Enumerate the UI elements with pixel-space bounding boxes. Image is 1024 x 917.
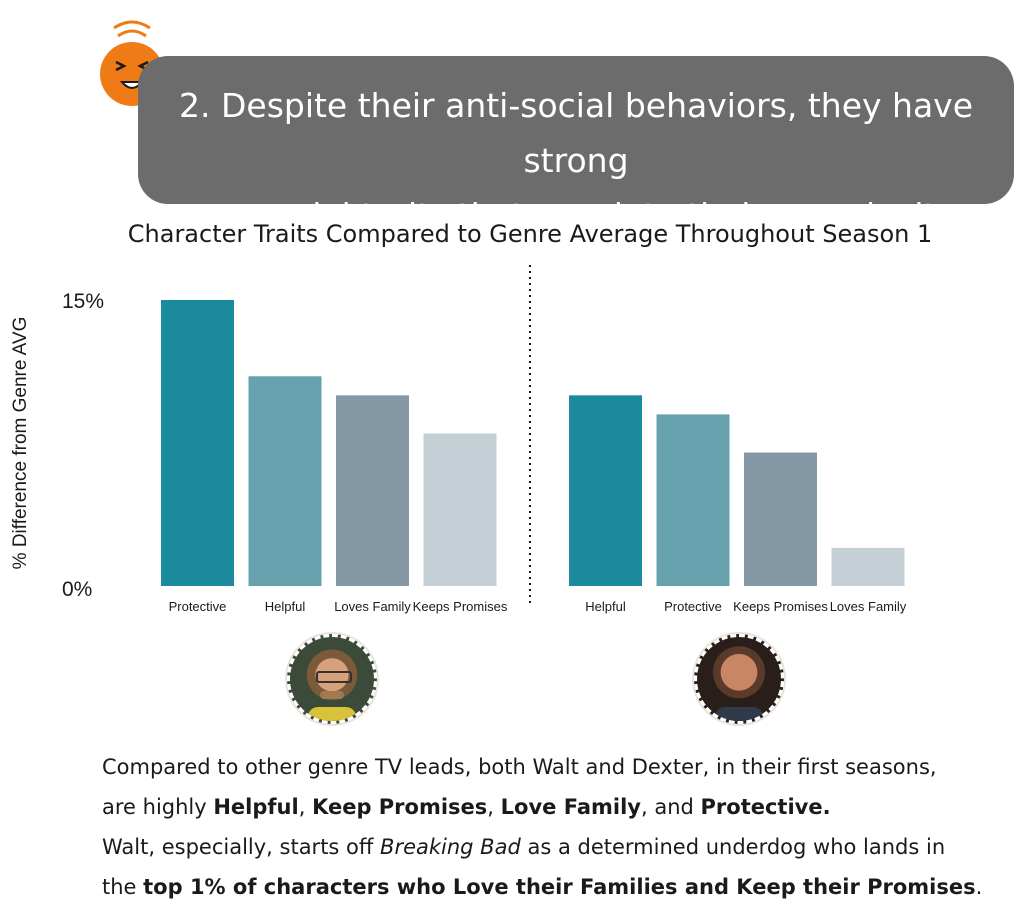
x-tick-label: Loves Family	[334, 599, 411, 614]
x-tick-label: Helpful	[585, 599, 626, 614]
bar-dexter-keeps-promises	[744, 452, 817, 586]
chart-title: Character Traits Compared to Genre Avera…	[127, 220, 933, 248]
bar-walt-loves-family	[336, 395, 409, 586]
y-axis-label: % Difference from Genre AVG	[10, 317, 31, 570]
x-tick-label: Helpful	[265, 599, 306, 614]
x-tick-label: Protective	[664, 599, 722, 614]
walt-portrait	[287, 634, 377, 724]
bar-dexter-protective	[656, 414, 730, 586]
bar-dexter-helpful	[569, 395, 642, 586]
caption-line-3: Walt, especially, starts off Breaking Ba…	[102, 835, 946, 859]
bar-walt-helpful	[248, 376, 322, 586]
headline-line-1: 2. Despite their anti-social behaviors, …	[179, 86, 973, 180]
caption: Compared to other genre TV leads, both W…	[102, 747, 1002, 907]
headline-text: 2. Despite their anti-social behaviors, …	[138, 78, 1014, 243]
y-tick-label-max: 15%	[62, 290, 104, 313]
bar-walt-keeps-promises	[423, 433, 497, 586]
bar-walt-protective	[161, 300, 234, 586]
headline-banner	[138, 56, 1014, 204]
caption-line-1: Compared to other genre TV leads, both W…	[102, 755, 937, 779]
headline-line-2: pro-social traits that speak to their co…	[190, 196, 962, 235]
x-tick-label: Loves Family	[830, 599, 907, 614]
dexter-portrait	[694, 634, 784, 724]
caption-line-2: are highly Helpful, Keep Promises, Love …	[102, 795, 831, 819]
x-tick-label: Protective	[169, 599, 227, 614]
caption-line-4: the top 1% of characters who Love their …	[102, 875, 983, 899]
bar-dexter-loves-family	[831, 547, 905, 586]
x-tick-label: Keeps Promises	[413, 599, 508, 614]
y-tick-label-min: 0%	[62, 578, 92, 601]
bar-chart: % Difference from Genre AVG 15% 0% Prote…	[10, 265, 907, 614]
x-tick-label: Keeps Promises	[733, 599, 828, 614]
